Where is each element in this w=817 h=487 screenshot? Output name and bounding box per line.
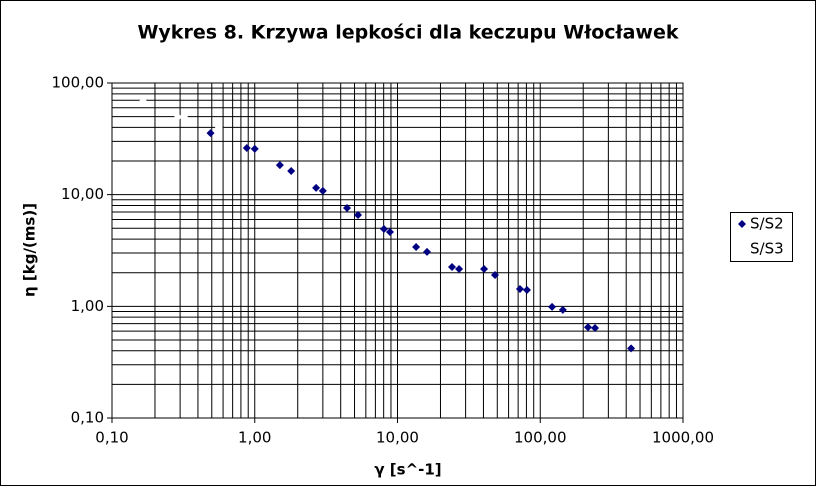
data-point [174,113,183,122]
data-point [455,264,464,273]
x-axis-label: γ [s^-1] [374,461,441,479]
data-point [548,302,557,311]
y-axis-label: η [kg/(ms)] [21,203,39,297]
data-point [275,161,284,170]
data-point [242,143,251,152]
data-point [423,247,432,256]
y-tick-label: 100,00 [52,74,105,92]
data-point [522,286,531,295]
data-point [515,284,524,293]
data-point [583,323,592,332]
y-tick-label: 1,00 [71,297,104,315]
legend-marker [738,245,746,253]
x-tick-label: 1,00 [238,429,271,447]
data-point [318,186,327,195]
data-point [287,166,296,175]
data-point [385,228,394,237]
data-point [250,144,259,153]
data-point [139,96,148,105]
x-tick-label: 100,00 [514,429,567,447]
data-point [180,113,189,122]
data-point [214,123,223,132]
legend-marker [738,220,746,228]
data-point [591,323,600,332]
data-point [558,305,567,314]
data-point [480,264,489,273]
x-tick-label: 0,10 [95,429,128,447]
legend-label: S/S3 [750,240,784,258]
y-tick-label: 0,10 [71,409,104,427]
chart-title: Wykres 8. Krzywa lepkości dla keczupu Wł… [137,22,678,44]
data-point [343,203,352,212]
x-tick-label: 10,00 [376,429,419,447]
data-point [354,210,363,219]
data-point [491,270,500,279]
data-point [312,183,321,192]
y-tick-label: 10,00 [61,185,104,203]
data-point [627,344,636,353]
legend-box [730,212,793,262]
x-tick-label: 1000,00 [652,429,714,447]
data-point [379,224,388,233]
legend-label: S/S2 [750,215,784,233]
data-point [412,242,421,251]
data-point [448,263,457,272]
data-point [206,129,215,138]
